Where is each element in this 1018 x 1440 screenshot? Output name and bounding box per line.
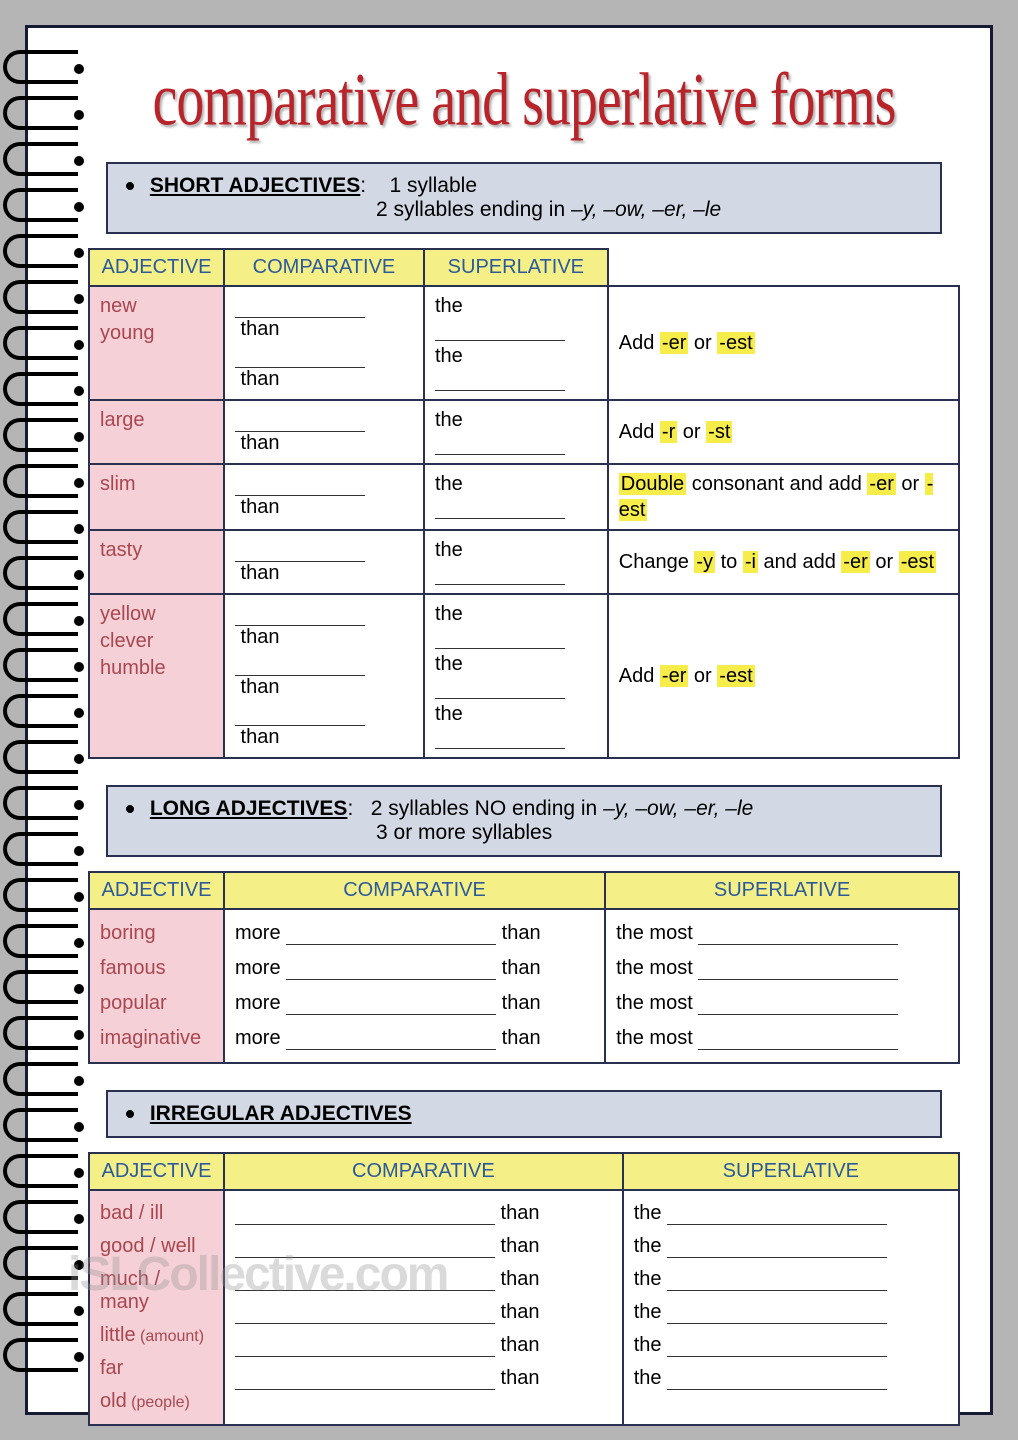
column-header: COMPARATIVE	[224, 1153, 623, 1190]
superlative-cell: the	[424, 530, 608, 594]
superlative-cell: the the the	[424, 594, 608, 758]
column-header: SUPERLATIVE	[623, 1153, 959, 1190]
short-desc-2b: –y, –ow, –er, –le	[571, 198, 721, 221]
column-header: SUPERLATIVE	[424, 249, 608, 286]
adjective-cell: bad / illgood / wellmuch / manylittle (a…	[89, 1190, 224, 1425]
comparative-cell: than than than than than than	[224, 1190, 623, 1425]
long-desc-1a: 2 syllables NO ending in	[371, 797, 603, 820]
superlative-cell: the	[424, 464, 608, 530]
adjective-cell: yellowcleverhumble	[89, 594, 224, 758]
adjective-cell: slim	[89, 464, 224, 530]
bullet-icon	[126, 805, 134, 813]
page-title: comparative and superlative forms	[88, 57, 960, 143]
table-row: tasty thanthe Change -y to -i and add -e…	[89, 530, 959, 594]
section-header-irregular: IRREGULAR ADJECTIVES	[106, 1090, 942, 1138]
comparative-cell: than than than	[224, 594, 424, 758]
table-row: yellowcleverhumble than than thanthe the…	[89, 594, 959, 758]
column-header: COMPARATIVE	[224, 249, 424, 286]
long-desc-1b: –y, –ow, –er, –le	[603, 797, 753, 820]
superlative-cell: the	[424, 400, 608, 464]
comparative-cell: than than	[224, 286, 424, 400]
rule-cell: Add -r or -st	[608, 400, 959, 464]
column-header: ADJECTIVE	[89, 1153, 224, 1190]
table-short-adjectives: ADJECTIVECOMPARATIVESUPERLATIVE newyoung…	[88, 248, 960, 759]
section-header-short: SHORT ADJECTIVES: 1 syllable 2 syllables…	[106, 162, 942, 234]
section-label-long: LONG ADJECTIVES	[150, 797, 348, 820]
column-header: COMPARATIVE	[224, 872, 605, 909]
comparative-cell: than	[224, 464, 424, 530]
adjective-cell: newyoung	[89, 286, 224, 400]
comparative-cell: than	[224, 530, 424, 594]
adjective-cell: tasty	[89, 530, 224, 594]
table-row: newyoung than thanthe the Add -er or -es…	[89, 286, 959, 400]
column-header: ADJECTIVE	[89, 249, 224, 286]
section-label-irregular: IRREGULAR ADJECTIVES	[150, 1102, 412, 1125]
short-desc-2a: 2 syllables ending in	[376, 198, 571, 221]
superlative-cell: the the the the the the	[623, 1190, 959, 1425]
rule-cell: Add -er or -est	[608, 594, 959, 758]
table-row: boringfamouspopularimaginativemore thanm…	[89, 909, 959, 1063]
rule-cell: Double consonant and add -er or -est	[608, 464, 959, 530]
rule-cell: Change -y to -i and add -er or -est	[608, 530, 959, 594]
long-desc-2: 3 or more syllables	[376, 821, 552, 844]
rule-cell: Add -er or -est	[608, 286, 959, 400]
adjective-cell: large	[89, 400, 224, 464]
adjective-cell: boringfamouspopularimaginative	[89, 909, 224, 1063]
table-long-adjectives: ADJECTIVECOMPARATIVESUPERLATIVE boringfa…	[88, 871, 960, 1064]
superlative-cell: the most the most the most the most	[605, 909, 959, 1063]
table-row: large thanthe Add -r or -st	[89, 400, 959, 464]
page-container: comparative and superlative forms SHORT …	[0, 0, 1018, 1440]
column-header: SUPERLATIVE	[605, 872, 959, 909]
worksheet-paper: comparative and superlative forms SHORT …	[25, 25, 993, 1415]
comparative-cell: more thanmore thanmore thanmore than	[224, 909, 605, 1063]
bullet-icon	[126, 1110, 134, 1118]
comparative-cell: than	[224, 400, 424, 464]
section-header-long: LONG ADJECTIVES: 2 syllables NO ending i…	[106, 785, 942, 857]
table-row: slim thanthe Double consonant and add -e…	[89, 464, 959, 530]
superlative-cell: the the	[424, 286, 608, 400]
bullet-icon	[126, 182, 134, 190]
section-label-short: SHORT ADJECTIVES	[150, 174, 360, 197]
table-row: bad / illgood / wellmuch / manylittle (a…	[89, 1190, 959, 1425]
table-irregular-adjectives: ADJECTIVECOMPARATIVESUPERLATIVE bad / il…	[88, 1152, 960, 1426]
short-desc-1: 1 syllable	[389, 174, 477, 197]
column-header: ADJECTIVE	[89, 872, 224, 909]
